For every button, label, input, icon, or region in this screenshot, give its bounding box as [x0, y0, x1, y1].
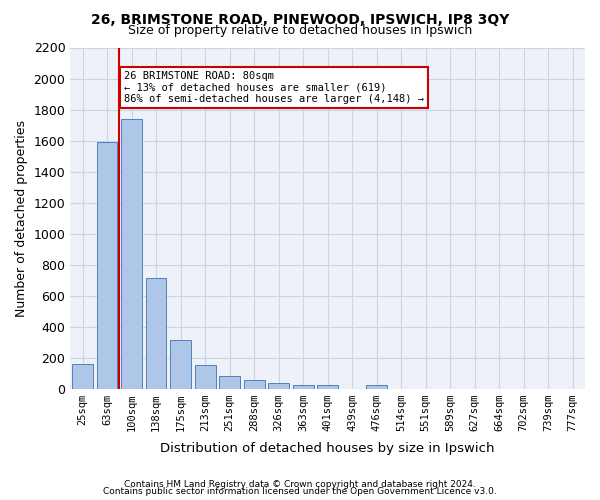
- Bar: [293, 384, 314, 388]
- Text: Size of property relative to detached houses in Ipswich: Size of property relative to detached ho…: [128, 24, 472, 37]
- Bar: [244, 380, 265, 388]
- Bar: [146, 278, 166, 388]
- Bar: [317, 386, 338, 388]
- Text: Contains public sector information licensed under the Open Government Licence v3: Contains public sector information licen…: [103, 488, 497, 496]
- Bar: [170, 340, 191, 388]
- Bar: [121, 119, 142, 388]
- Bar: [97, 142, 118, 388]
- Bar: [219, 376, 240, 388]
- Y-axis label: Number of detached properties: Number of detached properties: [15, 120, 28, 316]
- X-axis label: Distribution of detached houses by size in Ipswich: Distribution of detached houses by size …: [160, 442, 495, 455]
- Bar: [366, 386, 387, 388]
- Text: 26, BRIMSTONE ROAD, PINEWOOD, IPSWICH, IP8 3QY: 26, BRIMSTONE ROAD, PINEWOOD, IPSWICH, I…: [91, 12, 509, 26]
- Text: 26 BRIMSTONE ROAD: 80sqm
← 13% of detached houses are smaller (619)
86% of semi-: 26 BRIMSTONE ROAD: 80sqm ← 13% of detach…: [124, 71, 424, 104]
- Text: Contains HM Land Registry data © Crown copyright and database right 2024.: Contains HM Land Registry data © Crown c…: [124, 480, 476, 489]
- Bar: [72, 364, 93, 388]
- Bar: [268, 383, 289, 388]
- Bar: [194, 364, 215, 388]
